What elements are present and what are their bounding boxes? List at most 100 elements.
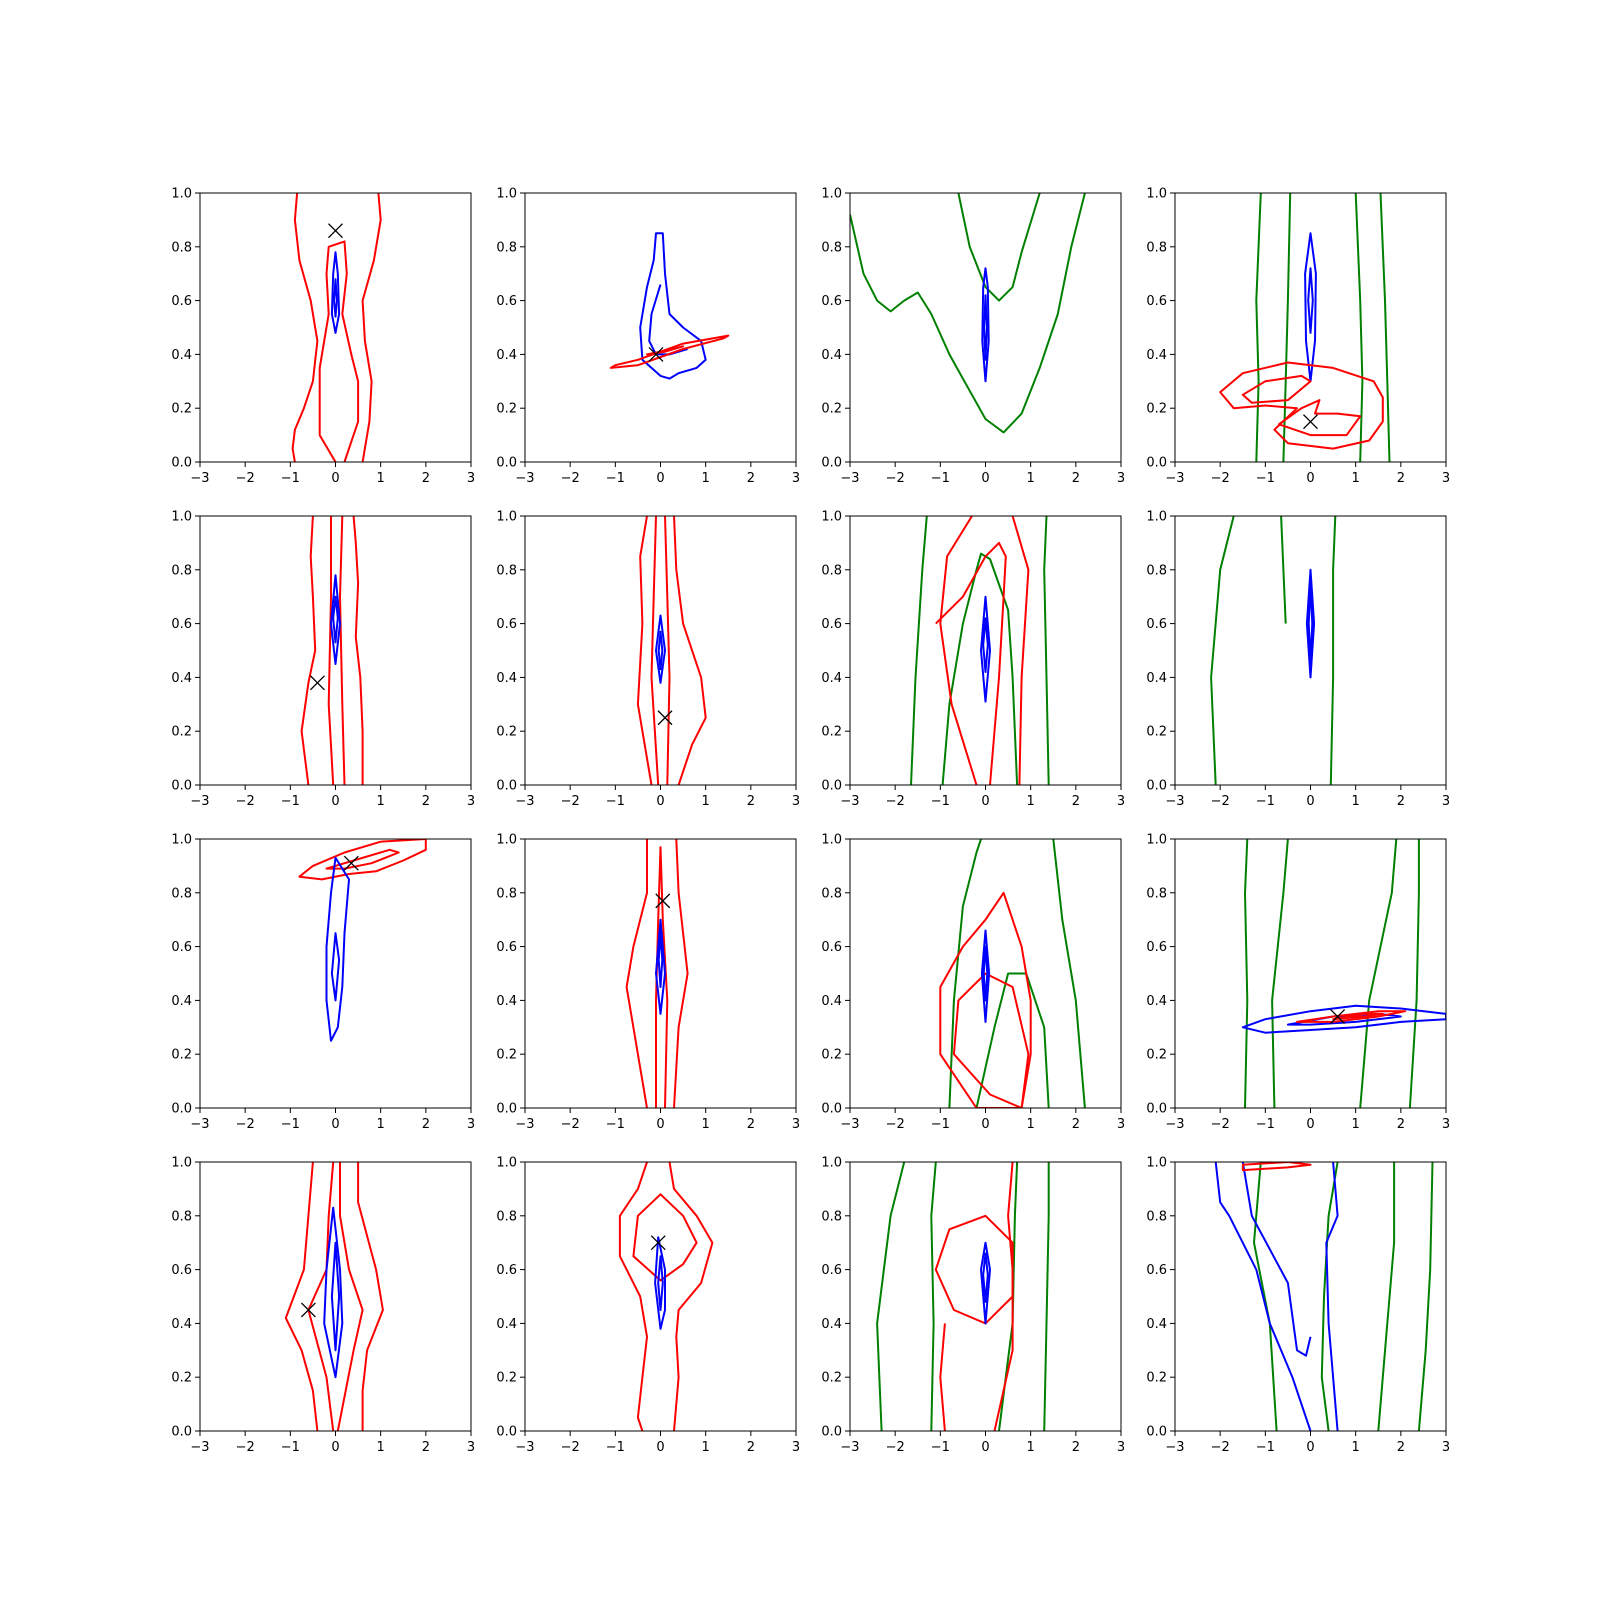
y-tick-label: 1.0 [171, 510, 192, 525]
x-tick-label: 0 [981, 794, 989, 809]
plot-area [939, 839, 1086, 1108]
green-contour-line [876, 1162, 906, 1431]
axes-frame [199, 1161, 472, 1432]
x-tick-label: 3 [1117, 471, 1125, 486]
blue-contour-line [1214, 1162, 1312, 1431]
x-tick-label: 0 [656, 1440, 664, 1455]
green-contour-line [1379, 193, 1391, 462]
y-tick-label: 0.0 [171, 1102, 192, 1117]
panel-r3-c3: −3 −2 −1 0 1 2 3 0.0 0.2 0.4 0.6 0.8 1.0 [1146, 1156, 1450, 1456]
x-tick-label: 2 [1397, 1440, 1405, 1455]
y-tick-label: 1.0 [1146, 833, 1167, 848]
y-tick-label: 0.2 [496, 402, 517, 417]
x-tick-label: −1 [281, 1440, 300, 1455]
axes-frame [199, 838, 472, 1109]
x-tick-label: 3 [1442, 1117, 1450, 1132]
plot-area [636, 516, 707, 785]
blue-contour-line [657, 1255, 664, 1311]
x-tick-label: −1 [606, 1117, 625, 1132]
x-tick-label: −1 [1256, 794, 1275, 809]
panel-r2-c0: −3 −2 −1 0 1 2 3 0.0 0.2 0.4 0.6 0.8 1.0 [171, 833, 475, 1133]
green-contour-line [1210, 516, 1235, 785]
red-contour-line [1241, 374, 1312, 404]
red-contour-line [339, 516, 346, 785]
y-tick-label: 0.8 [821, 240, 842, 255]
red-contour-line [939, 516, 978, 785]
x-tick-label: −2 [236, 471, 255, 486]
x-tick-label: −1 [606, 1440, 625, 1455]
panel-r1-c2: −3 −2 −1 0 1 2 3 0.0 0.2 0.4 0.6 0.8 1.0 [821, 510, 1125, 810]
x-tick-label: −3 [190, 794, 209, 809]
panel-r2-c2: −3 −2 −1 0 1 2 3 0.0 0.2 0.4 0.6 0.8 1.0 [821, 833, 1125, 1133]
red-contour-line [939, 1323, 946, 1431]
green-contour-line [910, 516, 928, 785]
x-tick-label: −3 [515, 1117, 534, 1132]
y-tick-label: 0.6 [821, 940, 842, 955]
x-tick-label: 3 [1117, 794, 1125, 809]
axes-frame [524, 515, 797, 786]
x-tick-label: −1 [281, 471, 300, 486]
y-tick-label: 1.0 [1146, 510, 1167, 525]
blue-contour-line [980, 1241, 991, 1325]
blue-contour-line [655, 614, 666, 684]
axes-frame [199, 515, 472, 786]
y-tick-label: 0.0 [496, 1425, 517, 1440]
green-contour-line [1377, 1162, 1396, 1431]
x-tick-label: 3 [467, 1117, 475, 1132]
y-tick-label: 0.4 [1146, 1317, 1167, 1332]
x-tick-label: 2 [1397, 471, 1405, 486]
x-tick-label: 2 [1072, 794, 1080, 809]
y-tick-label: 0.4 [1146, 348, 1167, 363]
y-tick-label: 0.2 [171, 402, 192, 417]
y-tick-label: 0.8 [496, 1209, 517, 1224]
x-tick-label: 2 [747, 471, 755, 486]
y-tick-label: 0.0 [1146, 1425, 1167, 1440]
x-tick-label: −3 [1165, 471, 1184, 486]
x-marker [309, 675, 325, 691]
green-contour-line [1244, 839, 1249, 1108]
plot-area [910, 516, 1050, 785]
x-tick-label: 3 [792, 1440, 800, 1455]
axes-frame [1174, 838, 1447, 1109]
x-tick-label: −3 [1165, 794, 1184, 809]
blue-contour-line [639, 232, 707, 380]
blue-contour-line [1241, 1004, 1446, 1034]
x-tick-label: 1 [1027, 794, 1035, 809]
x-marker [1303, 414, 1318, 430]
y-tick-label: 0.8 [821, 886, 842, 901]
y-tick-label: 1.0 [496, 510, 517, 525]
x-tick-label: −1 [931, 794, 950, 809]
y-tick-label: 1.0 [821, 1156, 842, 1171]
red-contour-line [300, 516, 317, 785]
plot-area [618, 1162, 714, 1431]
y-tick-label: 0.8 [171, 1209, 192, 1224]
x-tick-label: −2 [886, 794, 905, 809]
x-tick-label: −2 [561, 1117, 580, 1132]
y-tick-label: 1.0 [1146, 1156, 1167, 1171]
x-marker [655, 893, 671, 909]
x-tick-label: −3 [515, 794, 534, 809]
red-contour-line [1219, 361, 1384, 450]
x-tick-label: 0 [331, 1440, 339, 1455]
blue-contour-line [657, 630, 664, 671]
y-tick-label: 0.2 [171, 1371, 192, 1386]
x-tick-label: −2 [886, 1440, 905, 1455]
x-tick-label: −2 [561, 1440, 580, 1455]
x-tick-label: 1 [1352, 1117, 1360, 1132]
x-tick-label: 3 [1442, 794, 1450, 809]
red-contour-line [625, 839, 648, 1108]
y-tick-label: 0.2 [1146, 1048, 1167, 1063]
blue-contour-line [1307, 584, 1314, 663]
panel-r1-c1: −3 −2 −1 0 1 2 3 0.0 0.2 0.4 0.6 0.8 1.0 [496, 510, 800, 810]
y-tick-label: 0.6 [1146, 617, 1167, 632]
x-tick-label: −3 [190, 471, 209, 486]
panel-r0-c3: −3 −2 −1 0 1 2 3 0.0 0.2 0.4 0.6 0.8 1.0 [1146, 187, 1450, 487]
plot-area [876, 1162, 1050, 1431]
green-contour-line [1043, 516, 1050, 785]
y-tick-label: 0.6 [496, 1263, 517, 1278]
x-tick-label: 1 [1352, 1440, 1360, 1455]
y-tick-label: 0.4 [821, 1317, 842, 1332]
y-tick-label: 0.6 [821, 617, 842, 632]
red-contour-line [1277, 399, 1362, 437]
red-contour-line [673, 839, 689, 1108]
